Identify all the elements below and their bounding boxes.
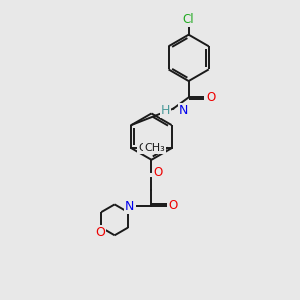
Text: N: N xyxy=(178,104,188,117)
Text: N: N xyxy=(126,199,135,212)
Text: O: O xyxy=(169,199,178,212)
Text: N: N xyxy=(125,200,134,213)
Text: O: O xyxy=(153,166,163,179)
Text: H: H xyxy=(161,104,170,117)
Text: CH₃: CH₃ xyxy=(144,143,165,153)
Text: CH₃: CH₃ xyxy=(138,143,159,153)
Text: O: O xyxy=(206,91,215,104)
Text: O: O xyxy=(95,226,105,239)
Text: Cl: Cl xyxy=(183,13,194,26)
